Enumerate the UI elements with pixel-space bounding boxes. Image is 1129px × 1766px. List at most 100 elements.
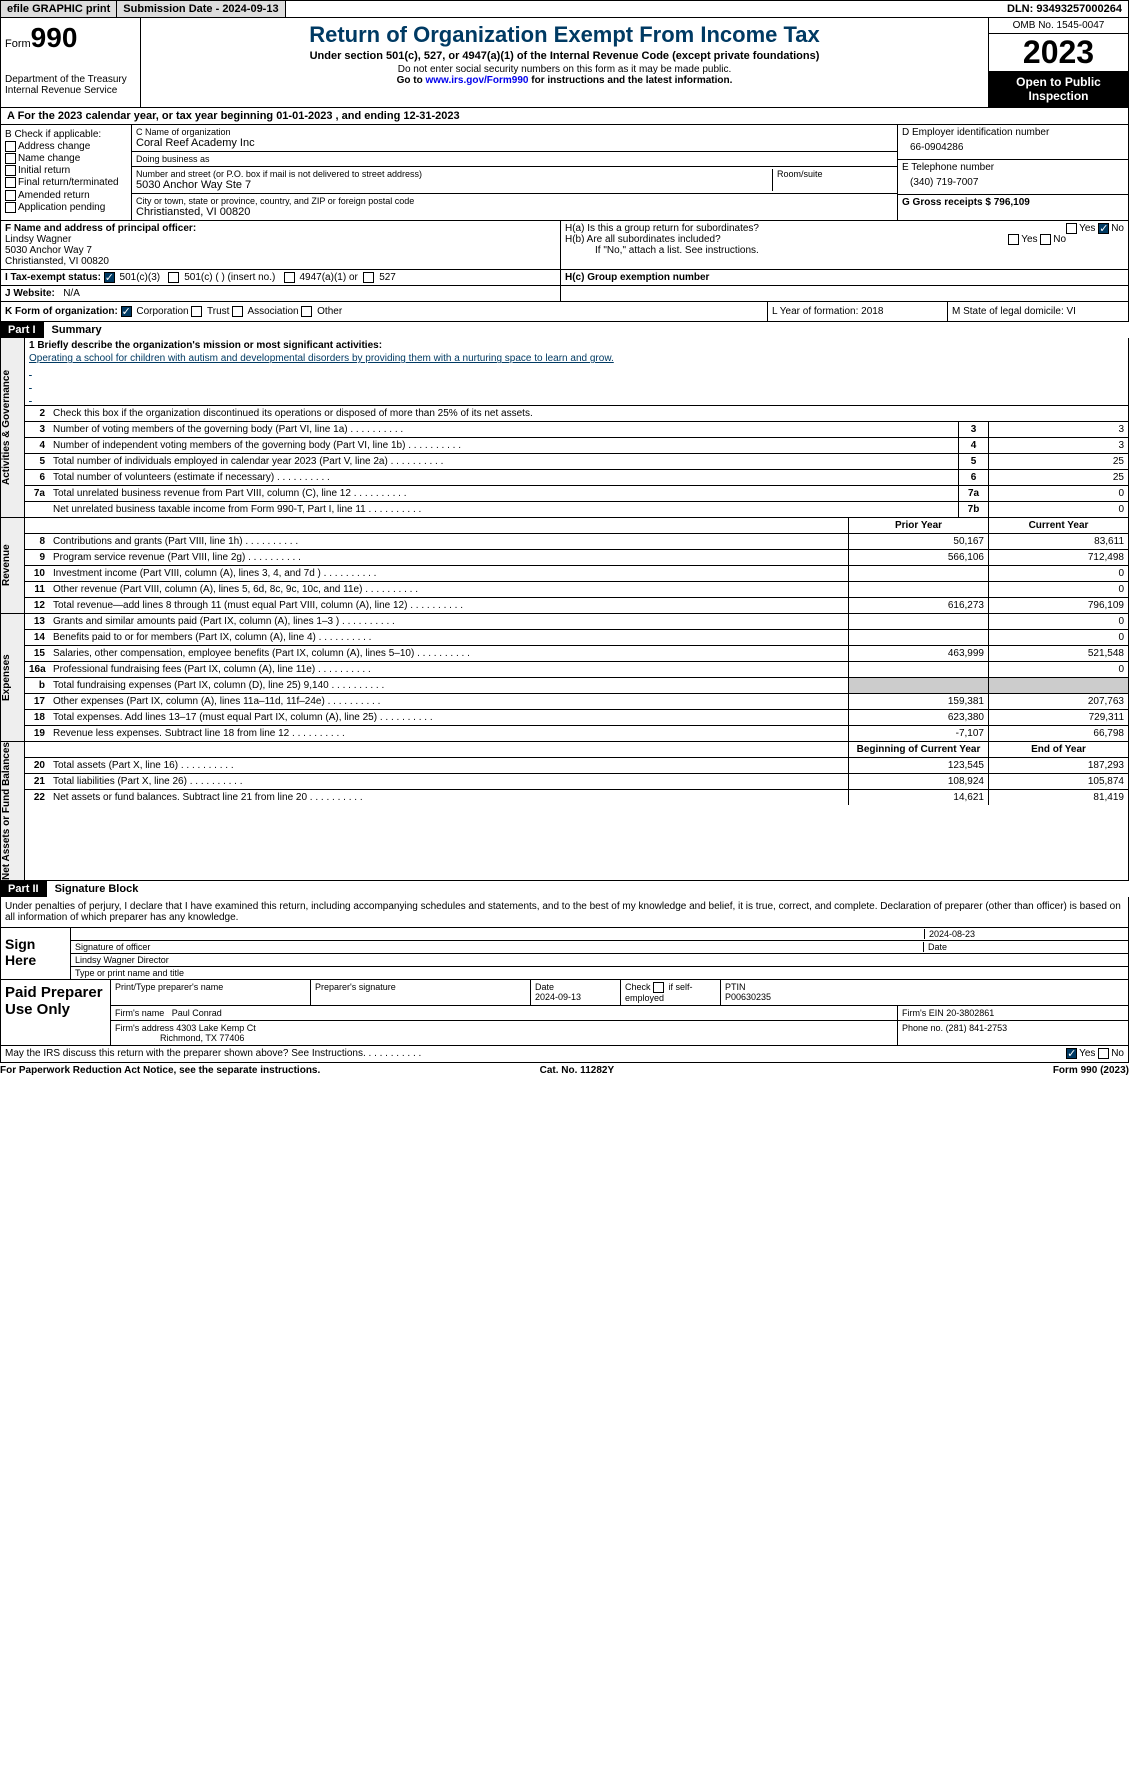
firm-addr-lbl: Firm's address xyxy=(115,1023,174,1033)
entity-block: B Check if applicable: Address change Na… xyxy=(0,125,1129,221)
sub-date: Submission Date - 2024-09-13 xyxy=(117,1,285,17)
gross-receipts: G Gross receipts $ 796,109 xyxy=(902,197,1030,208)
b-label: B Check if applicable: xyxy=(5,129,127,140)
tab-governance: Activities & Governance xyxy=(1,338,25,517)
city: Christiansted, VI 00820 xyxy=(136,206,893,218)
chk-trust[interactable] xyxy=(191,306,202,317)
prep-name-lbl: Print/Type preparer's name xyxy=(111,980,311,1005)
dba-lbl: Doing business as xyxy=(136,154,893,164)
firm-addr2: Richmond, TX 77406 xyxy=(160,1033,244,1043)
expense-block: Expenses 13Grants and similar amounts pa… xyxy=(0,614,1129,742)
row-a: A For the 2023 calendar year, or tax yea… xyxy=(0,108,1129,125)
firm-lbl: Firm's name xyxy=(115,1008,164,1018)
chk-addr[interactable]: Address change xyxy=(5,141,127,152)
hb-yes[interactable] xyxy=(1008,234,1019,245)
prep-lbl: Paid Preparer Use Only xyxy=(1,980,111,1045)
website: J Website: N/A xyxy=(1,286,561,301)
row-j: J Website: N/A xyxy=(0,286,1129,302)
chk-501c3[interactable] xyxy=(104,272,115,283)
discuss-text: May the IRS discuss this return with the… xyxy=(5,1048,421,1059)
c-name-lbl: C Name of organization xyxy=(136,127,893,137)
hb-note: If "No," attach a list. See instructions… xyxy=(565,245,1124,256)
firm-phone: (281) 841-2753 xyxy=(946,1023,1008,1033)
chk-501c[interactable] xyxy=(168,272,179,283)
section-c: C Name of organizationCoral Reef Academy… xyxy=(131,125,898,220)
section-b: B Check if applicable: Address change Na… xyxy=(1,125,131,220)
date-lbl: Date xyxy=(924,942,1124,952)
form-title: Return of Organization Exempt From Incom… xyxy=(145,22,984,48)
part2-num: Part II xyxy=(0,881,47,897)
part1-header: Part I Summary xyxy=(0,322,1129,338)
ssn-note: Do not enter social security numbers on … xyxy=(145,64,984,75)
ha-no[interactable] xyxy=(1098,223,1109,234)
line1: 1 Briefly describe the organization's mi… xyxy=(25,338,1128,406)
netassets-block: Net Assets or Fund Balances Beginning of… xyxy=(0,742,1129,881)
part2-title: Signature Block xyxy=(47,881,1129,897)
part1-title: Summary xyxy=(44,322,1129,338)
room-lbl: Room/suite xyxy=(777,169,893,179)
officer-sig-name: Lindsy Wagner Director xyxy=(75,955,1124,965)
chk-initial[interactable]: Initial return xyxy=(5,165,127,176)
prep-date-lbl: Date xyxy=(535,982,554,992)
prep-date: 2024-09-13 xyxy=(535,992,581,1002)
section-h: H(a) Is this a group return for subordin… xyxy=(561,221,1128,269)
tab-expenses: Expenses xyxy=(1,614,25,741)
col-hdr-na: Beginning of Current YearEnd of Year xyxy=(25,742,1128,758)
chk-final[interactable]: Final return/terminated xyxy=(5,177,127,188)
row-klm: K Form of organization: Corporation Trus… xyxy=(0,302,1129,322)
row-i: I Tax-exempt status: 501(c)(3) 501(c) ( … xyxy=(0,270,1129,286)
hb-no[interactable] xyxy=(1040,234,1051,245)
chk-self[interactable] xyxy=(653,982,664,993)
summary: Activities & Governance 1 Briefly descri… xyxy=(0,338,1129,518)
hb-lbl: H(b) Are all subordinates included? xyxy=(565,234,721,245)
year-formation: L Year of formation: 2018 xyxy=(768,302,948,321)
irs-link[interactable]: www.irs.gov/Form990 xyxy=(425,75,528,86)
form-number: Form990 xyxy=(5,22,136,54)
dln: DLN: 93493257000264 xyxy=(1001,1,1128,17)
cat-no: Cat. No. 11282Y xyxy=(540,1065,614,1076)
chk-4947[interactable] xyxy=(284,272,295,283)
section-f: F Name and address of principal officer:… xyxy=(1,221,561,269)
firm-name: Paul Conrad xyxy=(172,1008,222,1018)
discuss-row: May the IRS discuss this return with the… xyxy=(0,1046,1129,1062)
discuss-yes[interactable] xyxy=(1066,1048,1077,1059)
paperwork-notice: For Paperwork Reduction Act Notice, see … xyxy=(0,1065,320,1076)
addr: 5030 Anchor Way Ste 7 xyxy=(136,179,772,191)
hc: H(c) Group exemption number xyxy=(561,270,1128,285)
ha-yes[interactable] xyxy=(1066,223,1077,234)
chk-other[interactable] xyxy=(301,306,312,317)
sign-date: 2024-08-23 xyxy=(924,929,1124,939)
chk-assoc[interactable] xyxy=(232,306,243,317)
ptin: P00630235 xyxy=(725,992,771,1002)
ha-lbl: H(a) Is this a group return for subordin… xyxy=(565,223,759,234)
topbar: efile GRAPHIC print Submission Date - 20… xyxy=(0,0,1129,18)
tax-year: 2023 xyxy=(989,34,1128,71)
sig-declaration: Under penalties of perjury, I declare th… xyxy=(0,897,1129,928)
ein: 66-0904286 xyxy=(902,138,1124,157)
city-lbl: City or town, state or province, country… xyxy=(136,196,893,206)
chk-amended[interactable]: Amended return xyxy=(5,190,127,201)
tab-netassets: Net Assets or Fund Balances xyxy=(1,742,25,880)
chk-pending[interactable]: Application pending xyxy=(5,202,127,213)
link-note: Go to www.irs.gov/Form990 for instructio… xyxy=(145,75,984,86)
chk-corp[interactable] xyxy=(121,306,132,317)
domicile: M State of legal domicile: VI xyxy=(948,302,1128,321)
chk-name[interactable]: Name change xyxy=(5,153,127,164)
part2-header: Part II Signature Block xyxy=(0,881,1129,897)
section-deg: D Employer identification number66-09042… xyxy=(898,125,1128,220)
prep-self-lbl: Check xyxy=(625,982,651,992)
form-ref: Form 990 (2023) xyxy=(1053,1065,1129,1076)
tab-revenue: Revenue xyxy=(1,518,25,613)
chk-527[interactable] xyxy=(363,272,374,283)
form-subtitle: Under section 501(c), 527, or 4947(a)(1)… xyxy=(145,50,984,62)
name-title-lbl: Type or print name and title xyxy=(75,968,184,978)
addr-lbl: Number and street (or P.O. box if mail i… xyxy=(136,169,772,179)
form-org: K Form of organization: Corporation Trus… xyxy=(1,302,768,321)
open-public: Open to Public Inspection xyxy=(989,71,1128,107)
efile-btn[interactable]: efile GRAPHIC print xyxy=(1,1,117,17)
firm-phone-lbl: Phone no. xyxy=(902,1023,943,1033)
ein-lbl: Firm's EIN xyxy=(902,1008,944,1018)
discuss-no[interactable] xyxy=(1098,1048,1109,1059)
officer-addr2: Christiansted, VI 00820 xyxy=(5,256,109,267)
paid-preparer: Paid Preparer Use Only Print/Type prepar… xyxy=(0,980,1129,1046)
